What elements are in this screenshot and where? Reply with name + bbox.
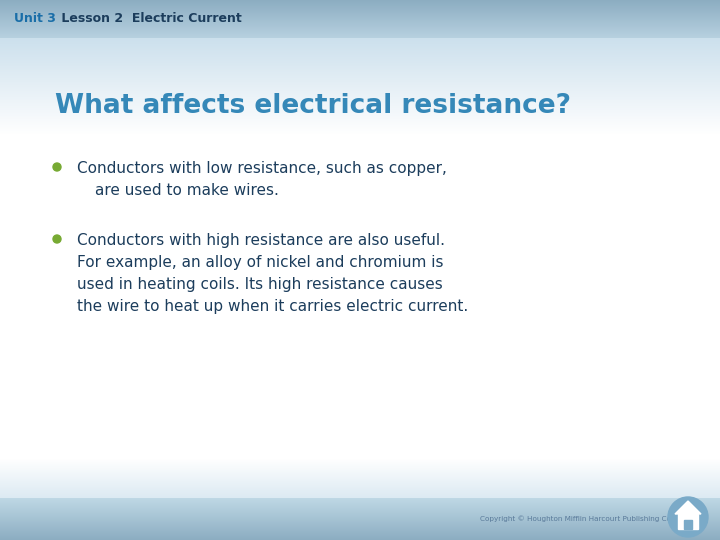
Text: Conductors with high resistance are also useful.: Conductors with high resistance are also… — [77, 233, 445, 248]
Text: Unit 3: Unit 3 — [14, 12, 56, 25]
Text: For example, an alloy of nickel and chromium is: For example, an alloy of nickel and chro… — [77, 255, 444, 270]
Circle shape — [668, 497, 708, 537]
Circle shape — [53, 235, 61, 243]
Text: are used to make wires.: are used to make wires. — [95, 183, 279, 198]
Text: used in heating coils. Its high resistance causes: used in heating coils. Its high resistan… — [77, 277, 443, 292]
FancyBboxPatch shape — [678, 514, 698, 529]
Text: Conductors with low resistance, such as copper,: Conductors with low resistance, such as … — [77, 161, 447, 176]
Text: Lesson 2  Electric Current: Lesson 2 Electric Current — [57, 12, 242, 25]
Text: What affects electrical resistance?: What affects electrical resistance? — [55, 93, 571, 119]
Text: Copyright © Houghton Mifflin Harcourt Publishing Company: Copyright © Houghton Mifflin Harcourt Pu… — [480, 516, 696, 522]
Polygon shape — [675, 501, 701, 514]
Text: the wire to heat up when it carries electric current.: the wire to heat up when it carries elec… — [77, 299, 468, 314]
Circle shape — [53, 163, 61, 171]
FancyBboxPatch shape — [684, 520, 692, 529]
